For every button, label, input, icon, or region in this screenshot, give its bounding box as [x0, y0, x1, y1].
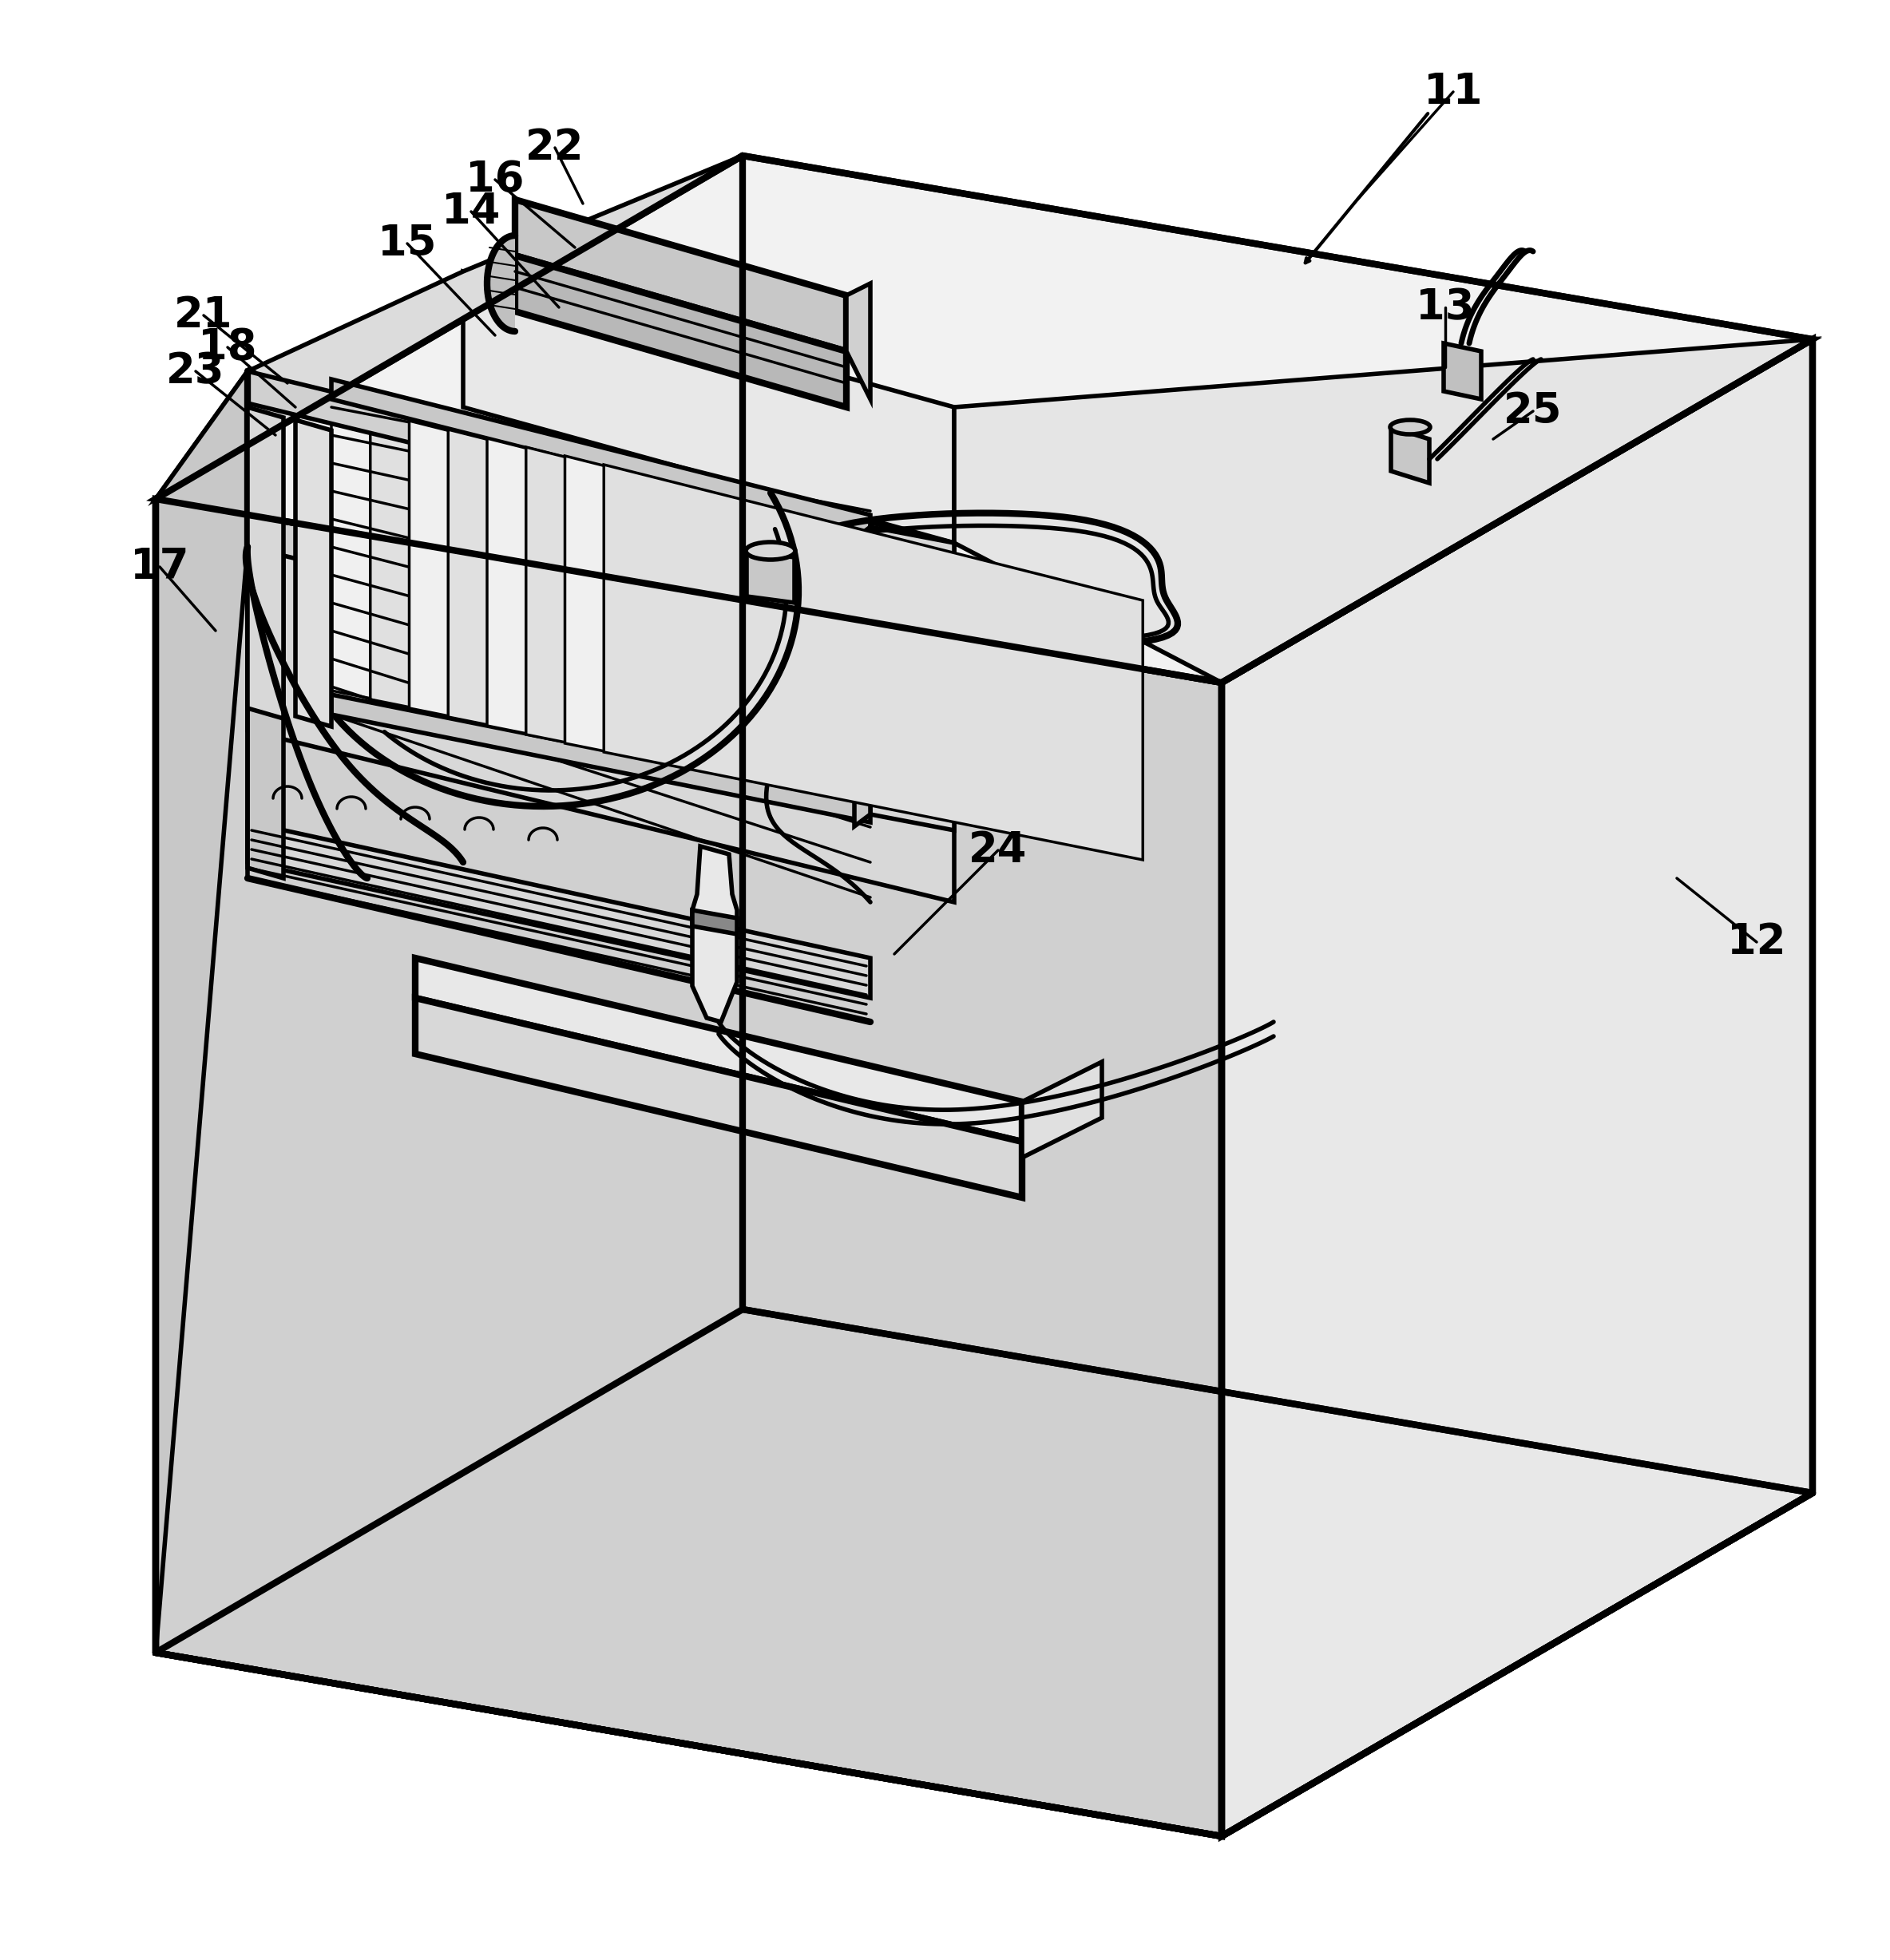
Text: 11: 11 [1423, 71, 1482, 112]
Polygon shape [248, 408, 284, 719]
Polygon shape [854, 527, 869, 827]
Text: 24: 24 [970, 829, 1028, 870]
Polygon shape [1221, 339, 1813, 1837]
Polygon shape [155, 155, 1813, 682]
Polygon shape [155, 500, 1221, 1837]
Polygon shape [370, 412, 909, 808]
Text: 16: 16 [465, 159, 524, 200]
Polygon shape [488, 235, 514, 331]
Ellipse shape [747, 543, 796, 561]
Polygon shape [416, 998, 1022, 1198]
Text: 18: 18 [198, 327, 257, 368]
Polygon shape [410, 421, 949, 815]
Polygon shape [331, 694, 869, 823]
Polygon shape [1444, 343, 1482, 400]
Text: 25: 25 [1504, 390, 1563, 431]
Polygon shape [565, 457, 1104, 851]
Text: 17: 17 [130, 547, 189, 588]
Polygon shape [869, 527, 954, 831]
Polygon shape [248, 823, 869, 998]
Text: 15: 15 [378, 223, 437, 265]
Polygon shape [488, 439, 1026, 833]
Polygon shape [295, 419, 331, 727]
Polygon shape [448, 429, 987, 825]
Polygon shape [155, 155, 743, 500]
Polygon shape [847, 284, 869, 400]
Polygon shape [248, 370, 954, 574]
Polygon shape [416, 958, 1022, 1141]
Polygon shape [514, 255, 847, 408]
Polygon shape [747, 551, 794, 604]
Polygon shape [155, 370, 248, 1652]
Text: 14: 14 [442, 190, 501, 233]
Polygon shape [331, 378, 869, 535]
Polygon shape [331, 404, 869, 798]
Polygon shape [1391, 427, 1429, 482]
Polygon shape [954, 339, 1813, 682]
Polygon shape [248, 547, 284, 878]
Text: 23: 23 [166, 351, 225, 392]
Polygon shape [692, 909, 737, 935]
Polygon shape [525, 447, 1064, 843]
Polygon shape [463, 270, 954, 543]
Polygon shape [514, 200, 847, 351]
Polygon shape [692, 847, 737, 1021]
Text: 22: 22 [525, 127, 584, 169]
Text: 21: 21 [174, 294, 232, 335]
Polygon shape [1022, 1062, 1102, 1158]
Text: 13: 13 [1416, 286, 1474, 327]
Ellipse shape [1391, 419, 1431, 435]
Text: 12: 12 [1727, 921, 1786, 962]
Polygon shape [248, 547, 954, 902]
Polygon shape [603, 465, 1143, 860]
